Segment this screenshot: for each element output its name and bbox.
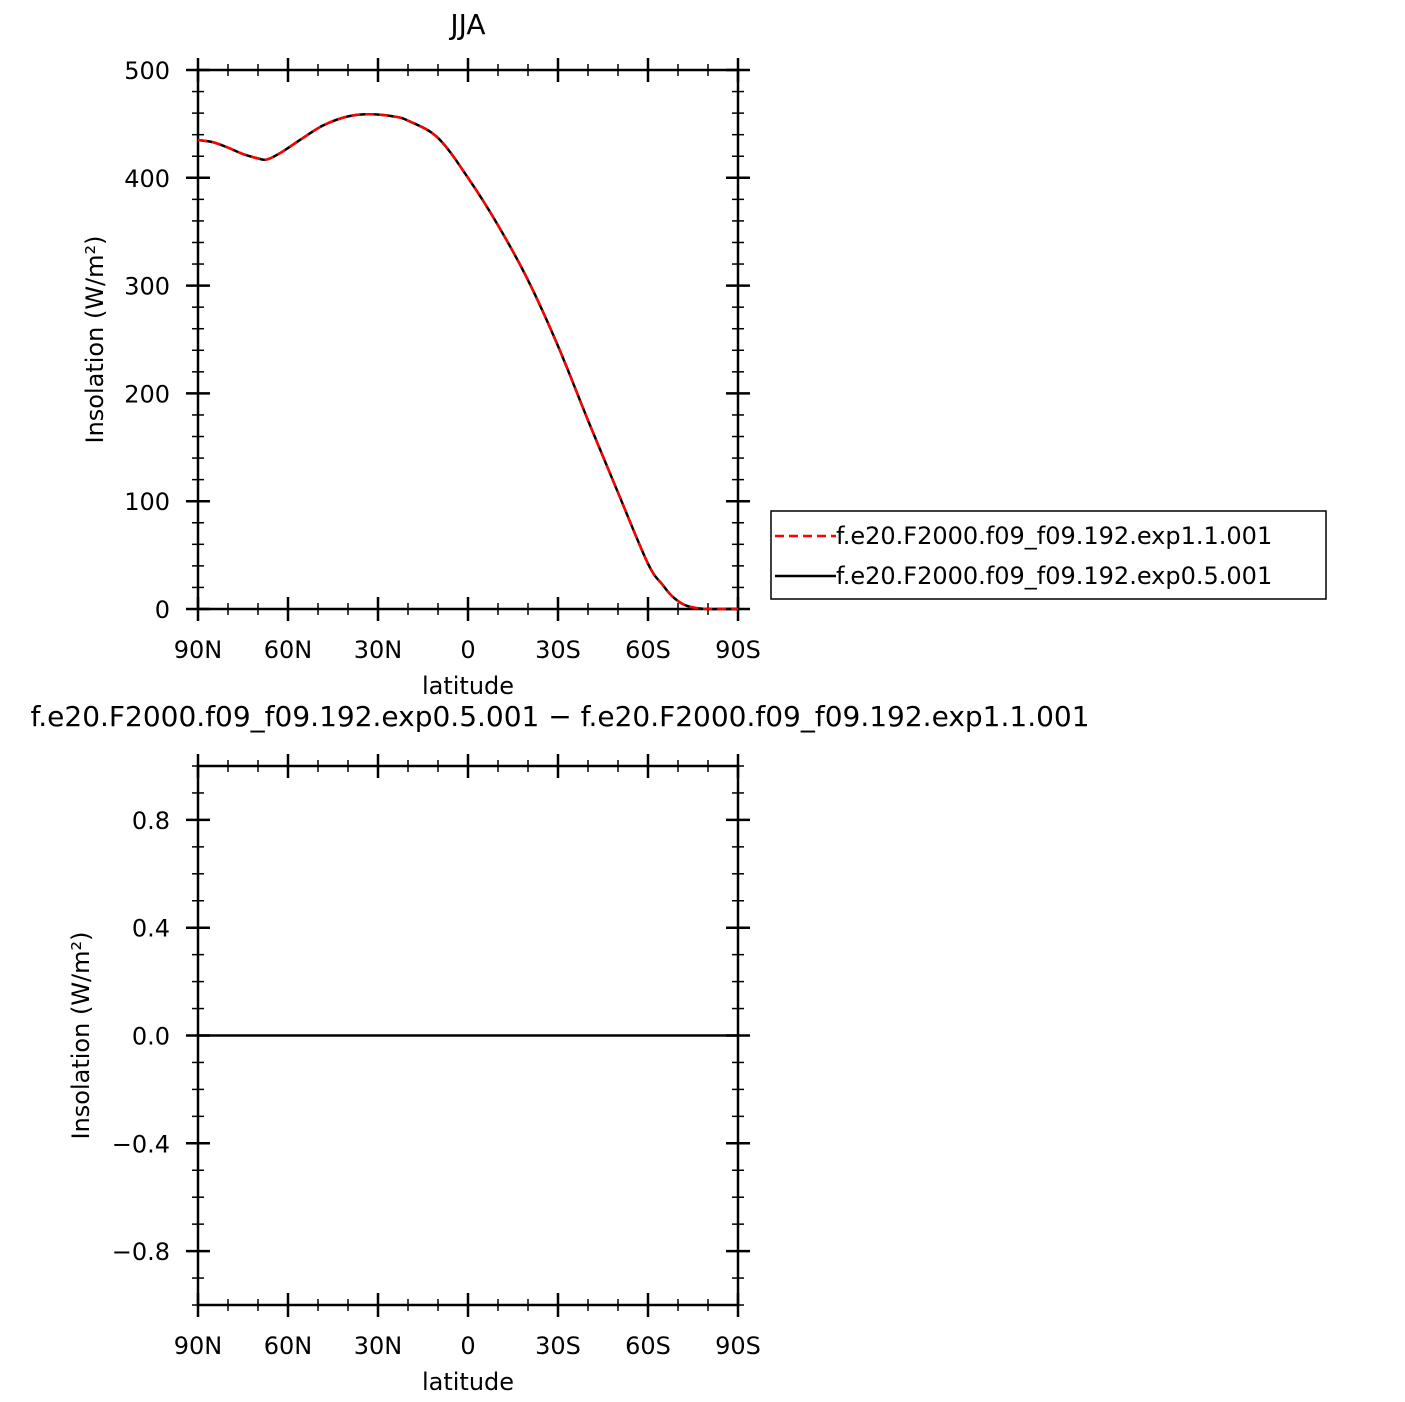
x-tick-label: 60N [264, 636, 313, 664]
chart-title: f.e20.F2000.f09_f09.192.exp0.5.001 − f.e… [30, 700, 1089, 733]
x-axis-label: latitude [422, 672, 514, 700]
x-tick-label: 60S [625, 1332, 671, 1360]
y-tick-label: 0 [155, 596, 170, 624]
plot-frame [196, 68, 740, 611]
y-tick-label: 0.0 [132, 1023, 170, 1051]
x-tick-label: 30S [535, 636, 581, 664]
y-axis-label: Insolation (W/m²) [67, 932, 95, 1140]
y-tick-label: −0.4 [112, 1130, 170, 1158]
y-tick-label: 300 [124, 273, 170, 301]
y-axis-label: Insolation (W/m²) [81, 236, 109, 444]
x-tick-label: 30S [535, 1332, 581, 1360]
x-tick-label: 60N [264, 1332, 313, 1360]
y-tick-label: 0.4 [132, 915, 170, 943]
legend: f.e20.F2000.f09_f09.192.exp1.1.001 f.e20.… [770, 510, 1327, 600]
chart-panel-1: JJA 90N 60N 30N 0 30S 60S 90S latitude 0 100 200 300… [81, 8, 1327, 700]
chart-panel-2: f.e20.F2000.f09_f09.192.exp0.5.001 − f.e… [30, 700, 1089, 1396]
y-tick-label: 200 [124, 380, 170, 408]
x-tick-label: 30N [354, 636, 403, 664]
chart-title: JJA [448, 8, 485, 41]
x-tick-label: 0 [460, 636, 475, 664]
series-line-1 [197, 112, 738, 611]
x-tick-label: 60S [625, 636, 671, 664]
y-tick-label: 0.8 [132, 807, 170, 835]
legend-label-1: f.e20.F2000.f09_f09.192.exp1.1.001 [836, 522, 1272, 550]
y-tick-label: 500 [124, 57, 170, 85]
series-line-2 [197, 112, 738, 611]
x-tick-label: 90N [174, 636, 223, 664]
legend-box [770, 510, 1327, 600]
y-tick-label: 100 [124, 488, 170, 516]
y-tick-label: 400 [124, 165, 170, 193]
legend-label-2: f.e20.F2000.f09_f09.192.exp0.5.001 [836, 562, 1272, 590]
x-tick-label: 30N [354, 1332, 403, 1360]
x-axis-label: latitude [422, 1368, 514, 1396]
x-tick-label: 0 [460, 1332, 475, 1360]
x-tick-label: 90N [174, 1332, 223, 1360]
y-tick-label: −0.8 [112, 1238, 170, 1266]
x-tick-label: 90S [715, 636, 761, 664]
x-tick-label: 90S [715, 1332, 761, 1360]
